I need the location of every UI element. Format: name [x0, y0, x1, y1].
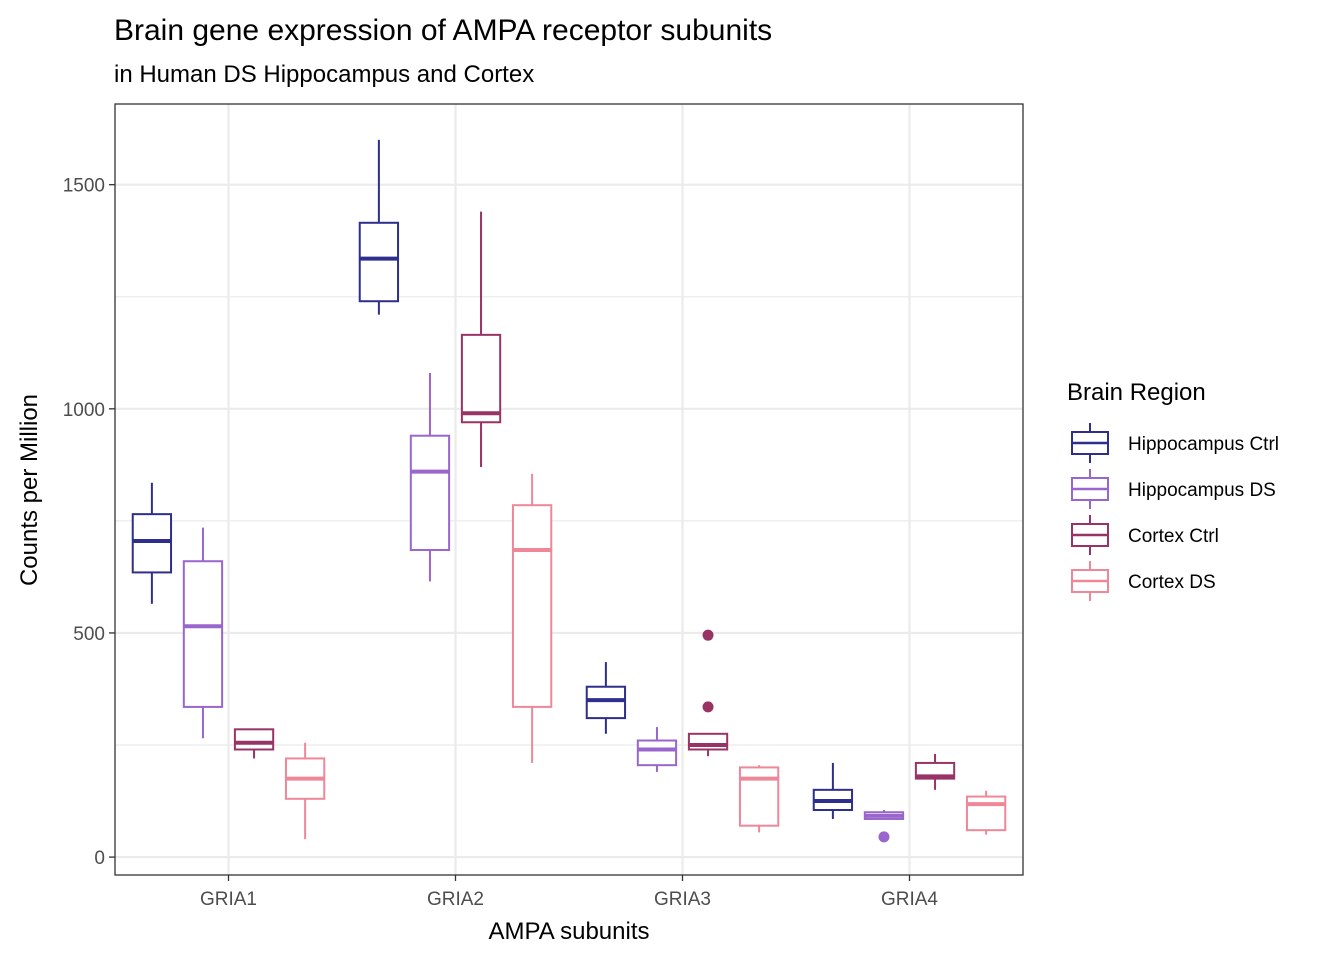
boxplot-hippocampus-ctrl-gria4	[812, 762, 854, 819]
boxplot-hippocampus-ctrl-gria1	[131, 482, 173, 604]
boxplot-hippocampus-ctrl-gria2	[358, 139, 400, 315]
legend: Hippocampus Ctrl Hippocampus DS Cortex Ctr…	[1071, 423, 1279, 601]
box	[409, 434, 451, 552]
axes: 0 500 1000 1500 GRIA1 GRIA2 GRIA3 GRIA4	[63, 176, 939, 910]
boxplot-hippocampus-ds-gria1	[182, 527, 224, 739]
outlier-point	[702, 701, 714, 713]
x-tick-label: GRIA3	[654, 889, 711, 910]
boxplot-cortex-ds-gria2	[511, 473, 553, 763]
boxplot-cortex-ctrl-gria2	[460, 211, 502, 468]
legend-label: Hippocampus Ctrl	[1128, 434, 1279, 455]
box	[460, 333, 502, 424]
box	[687, 732, 729, 751]
y-axis-title: Counts per Million	[16, 394, 43, 586]
boxplot-cortex-ctrl-gria1	[233, 728, 275, 759]
x-tick-label: GRIA2	[427, 889, 484, 910]
legend-label: Cortex Ctrl	[1128, 526, 1219, 547]
boxplot-hippocampus-ctrl-gria3	[585, 662, 627, 734]
y-tick-label: 0	[94, 848, 105, 869]
y-tick-label: 1000	[63, 400, 105, 421]
legend-item: Cortex DS	[1071, 561, 1216, 601]
boxplot-cortex-ctrl-gria4	[914, 753, 956, 790]
legend-label: Hippocampus DS	[1128, 480, 1276, 501]
box	[636, 739, 678, 767]
legend-title: Brain Region	[1067, 379, 1206, 406]
plot-panel-border	[114, 103, 1024, 876]
boxplot-cortex-ds-gria1	[284, 742, 326, 840]
boxplot-cortex-ds-gria4	[965, 790, 1007, 835]
box	[965, 795, 1007, 832]
x-axis-title: AMPA subunits	[489, 918, 650, 945]
box	[585, 685, 627, 720]
x-tick-label: GRIA4	[881, 889, 938, 910]
box	[233, 728, 275, 751]
boxplot-cortex-ctrl-gria3	[687, 629, 729, 757]
x-tick-label: GRIA1	[200, 889, 257, 910]
chart-subtitle: in Human DS Hippocampus and Cortex	[114, 61, 534, 88]
boxes	[131, 139, 1007, 843]
box	[358, 221, 400, 303]
legend-item: Cortex Ctrl	[1071, 515, 1219, 555]
outlier-point	[702, 629, 714, 641]
legend-label: Cortex DS	[1128, 572, 1216, 593]
box	[738, 766, 780, 827]
y-tick-label: 1500	[63, 176, 105, 197]
legend-item: Hippocampus Ctrl	[1071, 423, 1279, 463]
grid	[115, 104, 1023, 875]
legend-item: Hippocampus DS	[1071, 469, 1276, 509]
boxplot-hippocampus-ds-gria2	[409, 372, 451, 582]
chart-title: Brain gene expression of AMPA receptor s…	[114, 14, 772, 47]
boxplot-hippocampus-ds-gria3	[636, 727, 678, 772]
box	[131, 513, 173, 574]
box	[182, 560, 224, 708]
y-tick-label: 500	[73, 624, 105, 645]
boxplot-cortex-ds-gria3	[738, 765, 780, 833]
boxplot-hippocampus-ds-gria4	[863, 810, 905, 843]
outlier-point	[878, 831, 890, 843]
box	[511, 504, 553, 708]
